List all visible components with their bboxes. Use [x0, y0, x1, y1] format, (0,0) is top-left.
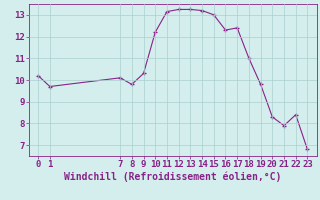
X-axis label: Windchill (Refroidissement éolien,°C): Windchill (Refroidissement éolien,°C): [64, 172, 282, 182]
